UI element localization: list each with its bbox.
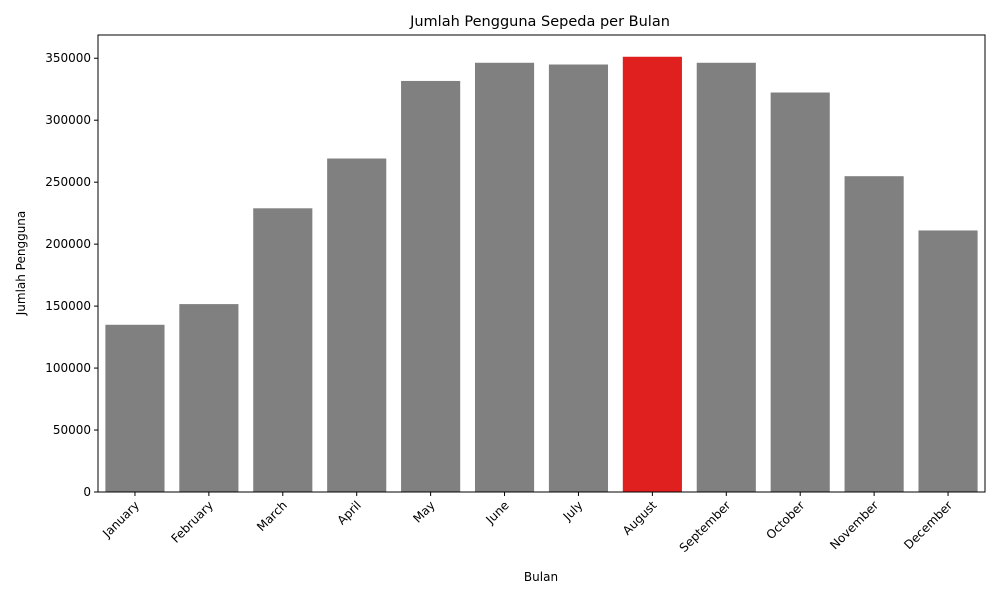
- x-tick-label: October: [763, 498, 807, 542]
- x-tick-label: January: [99, 498, 142, 541]
- bar-january: [105, 324, 165, 492]
- bar-december: [918, 230, 978, 492]
- x-tick-label: July: [560, 498, 586, 524]
- bar-april: [327, 158, 387, 492]
- y-tick-label: 150000: [45, 299, 91, 313]
- bars-group: [105, 56, 978, 493]
- bar-may: [401, 80, 461, 492]
- y-axis-ticks: 0 50000 100000 150000 200000 250000 300000 3500…: [45, 51, 98, 499]
- bar-february: [179, 304, 239, 492]
- y-tick-label: 100000: [45, 361, 91, 375]
- x-tick-label: November: [827, 498, 881, 552]
- y-tick-label: 250000: [45, 175, 91, 189]
- y-axis-label: Jumlah Pengguna: [14, 211, 28, 317]
- plot-frame: [97, 34, 986, 493]
- bar-october: [770, 92, 830, 492]
- y-tick-label: 200000: [45, 237, 91, 251]
- x-tick-label: September: [677, 498, 734, 555]
- bar-september: [696, 62, 756, 492]
- x-tick-label: March: [254, 498, 290, 534]
- bar-august: [622, 56, 682, 492]
- bar-june: [474, 62, 535, 492]
- chart-title: Jumlah Pengguna Sepeda per Bulan: [409, 14, 670, 30]
- x-tick-label: April: [335, 498, 364, 527]
- bar-march: [253, 208, 313, 492]
- x-tick-label: June: [483, 498, 512, 527]
- y-tick-label: 350000: [45, 51, 91, 65]
- y-tick-label: 0: [83, 485, 91, 499]
- x-tick-label: August: [620, 498, 660, 538]
- x-tick-label: December: [901, 498, 955, 552]
- bar-november: [844, 176, 904, 493]
- bar-july: [548, 64, 609, 492]
- y-tick-label: 300000: [45, 113, 91, 127]
- x-tick-label: May: [410, 498, 437, 525]
- x-axis-label: Bulan: [524, 570, 558, 584]
- x-axis-ticks: January February March April May June July Augu…: [99, 492, 955, 555]
- x-tick-label: February: [168, 498, 216, 546]
- y-tick-label: 50000: [53, 423, 91, 437]
